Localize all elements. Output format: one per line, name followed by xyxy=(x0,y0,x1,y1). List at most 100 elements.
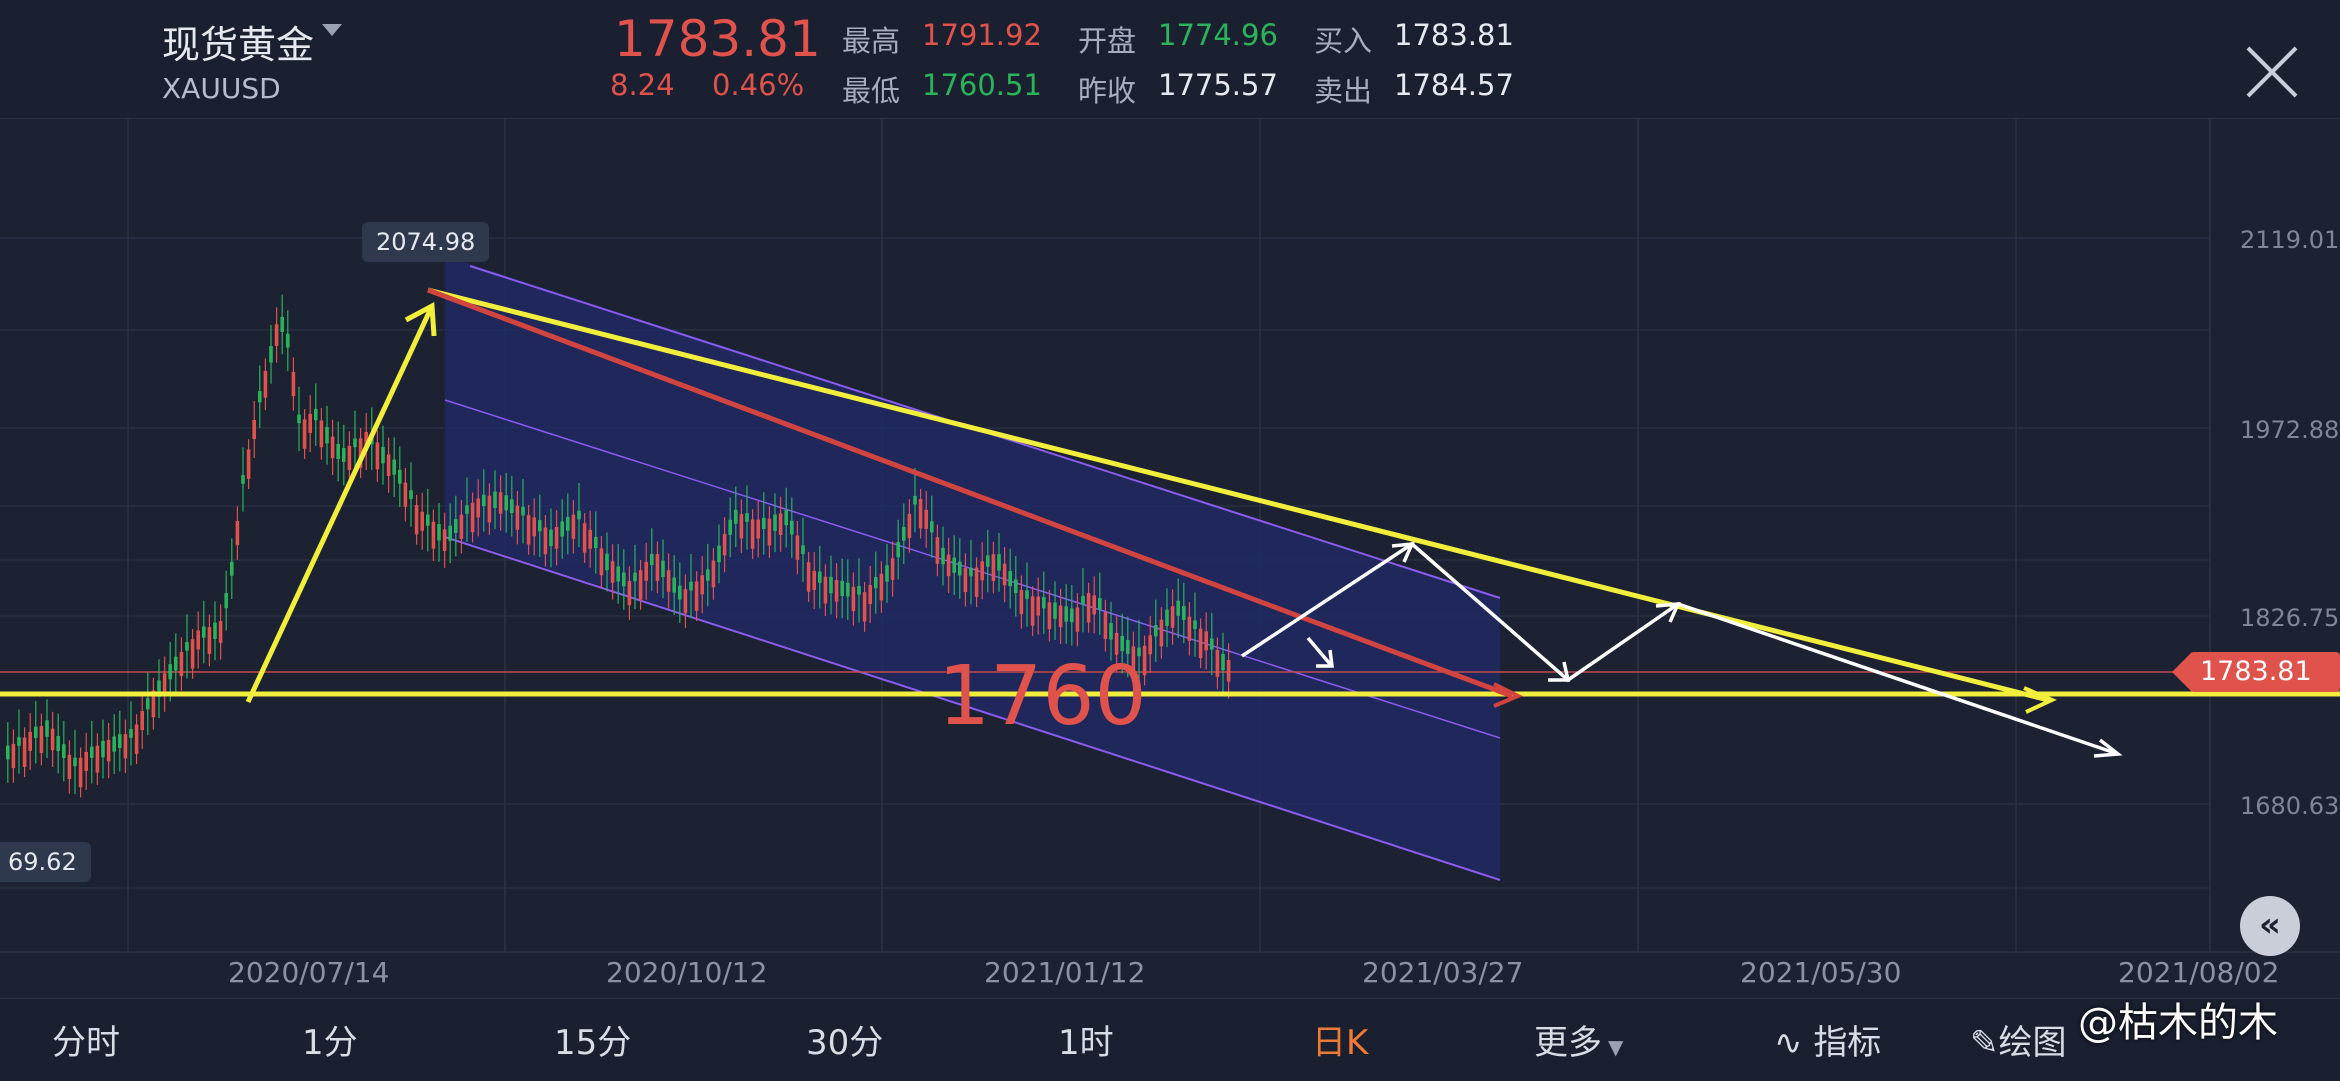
high-label: 最高 xyxy=(842,24,901,58)
candle-body xyxy=(1131,646,1136,671)
x-tick-label: 2021/08/02 xyxy=(2118,956,2280,989)
candle-body xyxy=(123,734,128,759)
candle-body xyxy=(1182,606,1186,620)
candles xyxy=(6,294,1231,798)
candle-body xyxy=(342,448,346,462)
candle-body xyxy=(532,517,536,537)
last-price: 1783.81 xyxy=(614,10,821,68)
candle-body xyxy=(750,519,755,549)
candle-body xyxy=(22,737,27,767)
tab-15min[interactable]: 15分 xyxy=(554,1023,632,1063)
candle-body xyxy=(252,419,256,439)
candle-body xyxy=(106,739,111,762)
candle-body xyxy=(1109,623,1113,640)
candle-body xyxy=(1221,653,1225,671)
candle-body xyxy=(1042,597,1046,609)
candle-body xyxy=(437,524,441,541)
y-tick-label: 1826.75 xyxy=(2240,604,2339,632)
open-value: 1774.96 xyxy=(1158,18,1278,52)
candle-body xyxy=(1148,635,1152,655)
sell-label: 卖出 xyxy=(1314,74,1373,108)
resistance-trendline xyxy=(427,287,2049,703)
buy-value: 1783.81 xyxy=(1394,18,1514,52)
close-icon[interactable] xyxy=(2244,44,2300,100)
candle-body xyxy=(745,513,749,522)
low-value: 1760.51 xyxy=(922,68,1042,102)
candle-body xyxy=(280,316,284,333)
candle-body xyxy=(325,427,329,444)
candle-body xyxy=(560,521,564,537)
candle-body xyxy=(196,630,200,650)
candle-body xyxy=(582,523,587,553)
channel-lower-line xyxy=(444,536,1501,881)
candle-body xyxy=(314,409,318,421)
candle-body xyxy=(308,413,312,433)
tab-30min[interactable]: 30分 xyxy=(806,1023,884,1063)
price-change-percent: 0.46% xyxy=(712,68,805,102)
tab-1hour[interactable]: 1时 xyxy=(1058,1023,1114,1063)
tab-more[interactable]: 更多 ▼ xyxy=(1534,1015,1623,1064)
candle-body xyxy=(470,502,475,533)
double-chevron-left-icon[interactable]: « xyxy=(2240,896,2300,956)
candle-body xyxy=(678,585,682,600)
candle-body xyxy=(45,720,49,737)
candle-body xyxy=(190,639,195,669)
candle-body xyxy=(50,728,55,751)
tab-drawing[interactable]: ✎绘图 xyxy=(1970,1015,2067,1064)
candle-body xyxy=(554,527,559,549)
candle-body xyxy=(274,324,279,346)
candle-body xyxy=(1215,649,1220,677)
candle-body xyxy=(118,734,122,749)
current-price-tag: 1783.81 xyxy=(2172,652,2340,692)
buy-label: 买入 xyxy=(1314,24,1373,58)
tab-timeshare[interactable]: 分时 xyxy=(52,1023,120,1063)
candle-body xyxy=(762,517,766,530)
candle-body xyxy=(616,566,620,582)
candle-body xyxy=(241,475,245,484)
candle-body xyxy=(386,454,391,477)
candle-body xyxy=(588,529,592,549)
candle-body xyxy=(179,651,184,677)
candle-body xyxy=(263,370,268,398)
projection-heads xyxy=(1391,541,2123,758)
tab-indicators[interactable]: ∿ 指标 xyxy=(1774,1015,1881,1064)
candle-body xyxy=(17,737,21,746)
chevron-down-icon[interactable] xyxy=(322,24,342,36)
tab-daily-k[interactable]: 日K xyxy=(1312,1023,1369,1063)
tab-1min[interactable]: 1分 xyxy=(302,1023,358,1063)
candle-body xyxy=(1126,640,1130,654)
candle-body xyxy=(375,442,380,470)
sell-value: 1784.57 xyxy=(1394,68,1514,102)
candle-body xyxy=(353,438,357,448)
candle-body xyxy=(112,736,116,752)
candle-body xyxy=(151,690,156,718)
candle-body xyxy=(67,754,72,780)
candle-body xyxy=(655,554,660,581)
candle-body xyxy=(1170,606,1175,628)
candle-body xyxy=(728,519,732,535)
candle-body xyxy=(521,506,525,516)
candle-body xyxy=(734,509,738,524)
candle-body xyxy=(454,519,458,533)
candle-body xyxy=(1064,606,1068,622)
candlestick-chart[interactable]: 1760 2119.01 1972.88 1826.75 1680.63 xyxy=(0,118,2340,998)
candle-body xyxy=(140,711,144,731)
candle-body xyxy=(538,520,542,532)
candle-body xyxy=(722,533,727,556)
candle-body xyxy=(577,510,581,520)
instrument-title[interactable]: 现货黄金 xyxy=(162,23,315,67)
candle-body xyxy=(230,561,234,576)
candle-body xyxy=(1165,609,1169,626)
candle-body xyxy=(801,545,805,554)
candle-body xyxy=(269,346,273,363)
candle-body xyxy=(101,740,105,758)
candle-body xyxy=(84,751,88,771)
tab-indicators-label: 指标 xyxy=(1813,1023,1882,1063)
candle-body xyxy=(706,569,710,581)
candle-body xyxy=(1159,619,1164,647)
author-watermark: @枯木的木 xyxy=(2078,1000,2278,1046)
x-tick-label: 2021/05/30 xyxy=(1740,956,1902,989)
candle-body xyxy=(980,561,984,581)
candle-body xyxy=(806,562,811,592)
candle-body xyxy=(510,499,514,514)
